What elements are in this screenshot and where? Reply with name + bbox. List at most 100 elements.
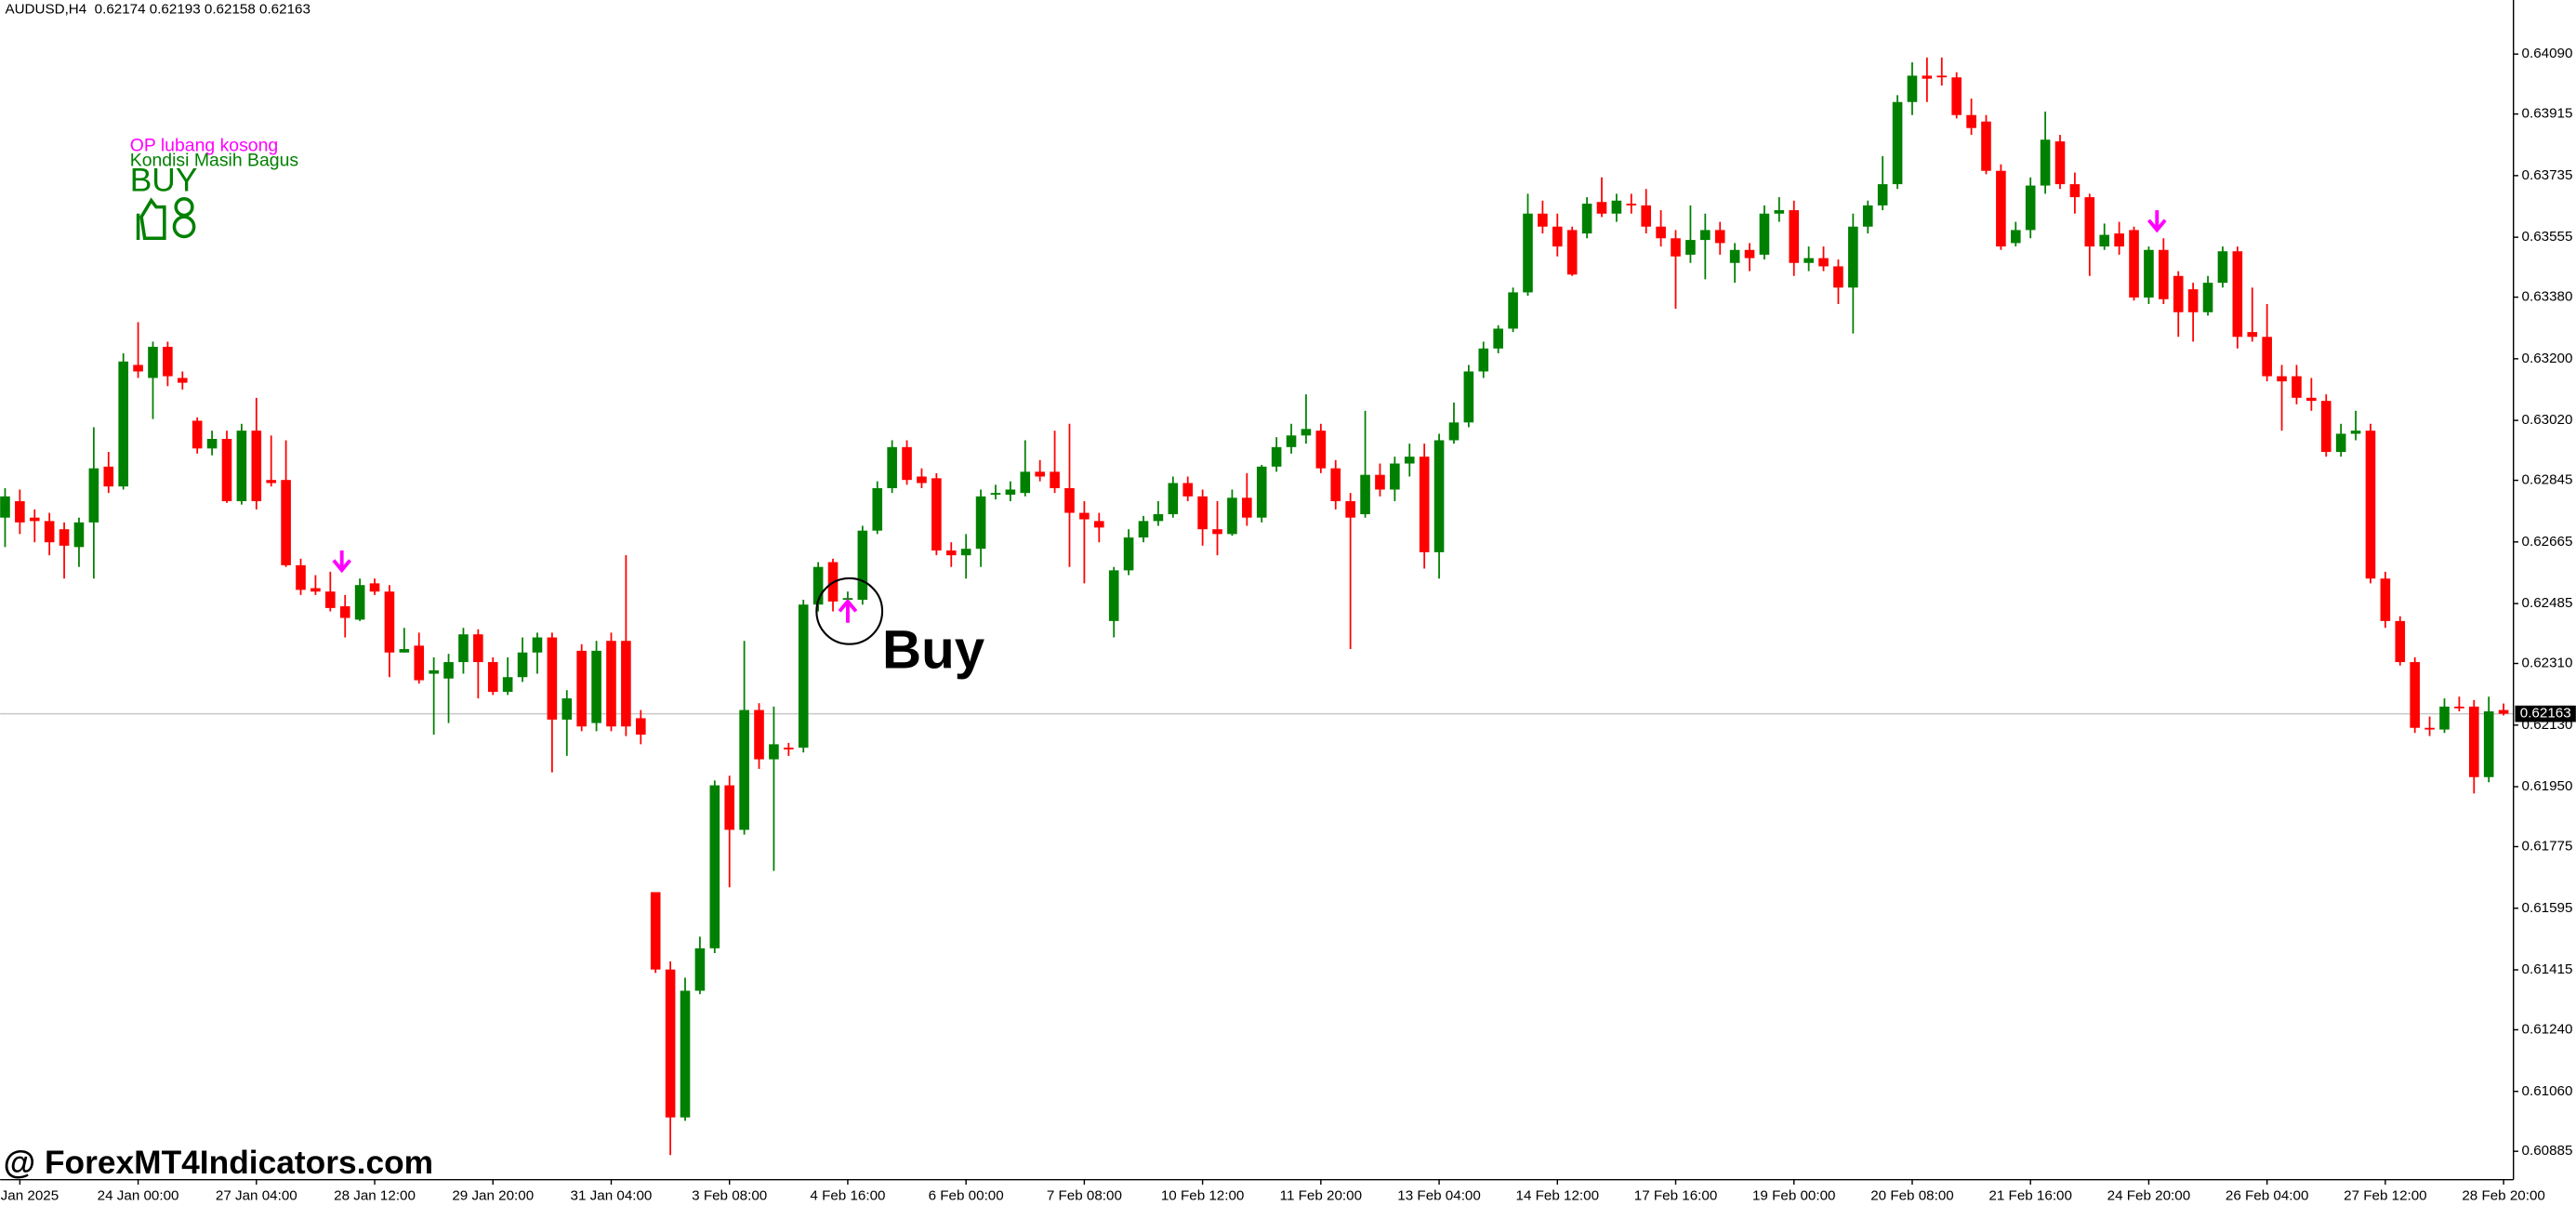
y-tick-label: 0.62310 [2522, 656, 2573, 671]
candle-body [1729, 249, 1740, 263]
candle-body [1227, 497, 1237, 535]
candle-body [1286, 435, 1297, 447]
candle-body [2380, 578, 2391, 621]
candle-body [1079, 512, 1090, 520]
candle-body [325, 591, 336, 608]
y-tick-label: 0.63915 [2522, 106, 2573, 122]
signal-circle [815, 576, 884, 645]
candle-body [2010, 230, 2021, 244]
candle-body [990, 493, 1001, 496]
candle-body [1714, 230, 1725, 244]
x-tick-label: 17 Feb 16:00 [1634, 1187, 1718, 1203]
candle-body [1538, 213, 1548, 227]
candle-body [1375, 474, 1385, 490]
candle-body [887, 446, 897, 489]
candle-body [1005, 489, 1016, 496]
x-tick-label: 4 Feb 16:00 [810, 1187, 885, 1203]
candle-body [1064, 488, 1075, 513]
candle-body [1433, 440, 1445, 552]
candle-body [2114, 233, 2124, 247]
y-tick-label: 0.62485 [2522, 595, 2573, 611]
candle-body [1360, 474, 1370, 514]
candle-body [784, 748, 794, 749]
candle-body [1892, 101, 1903, 185]
x-tick-label: 11 Feb 20:00 [1280, 1187, 1362, 1203]
candle-body [0, 496, 10, 518]
candle-body [2232, 251, 2243, 338]
candle-body [2410, 662, 2420, 728]
candle-body [1419, 457, 1430, 552]
candle-body [221, 438, 232, 502]
y-tick-label: 0.61595 [2522, 900, 2573, 916]
candle-body [1833, 266, 1843, 288]
candle-body [1818, 258, 1829, 267]
y-tick-label: 0.63380 [2522, 289, 2573, 305]
candle-body [73, 522, 85, 548]
candle-body [502, 677, 513, 693]
candle-body [399, 649, 410, 653]
y-tick-label: 0.60885 [2522, 1143, 2573, 1159]
candle-body [591, 650, 601, 723]
candle-body [1951, 77, 1962, 115]
candle-body [487, 662, 498, 693]
candle-body [2129, 230, 2139, 298]
candle-body [103, 466, 114, 487]
candle-body [1271, 446, 1282, 467]
x-tick-label: 13 Feb 04:00 [1397, 1187, 1481, 1203]
candle-body [384, 591, 395, 653]
candle-body [1448, 422, 1460, 441]
candle-body [1315, 431, 1327, 469]
candle-body [1936, 75, 1948, 78]
x-tick-label: 24 Jan 00:00 [98, 1187, 179, 1203]
x-tick-label: 7 Feb 08:00 [1047, 1187, 1122, 1203]
candle-body [1611, 200, 1622, 214]
candle-body [1508, 292, 1518, 329]
candle-body [576, 650, 587, 727]
chart-header: AUDUSD,H4 0.62174 0.62193 0.62158 0.6216… [5, 2, 310, 18]
candle-body [2099, 234, 2110, 247]
candle-body [650, 892, 661, 970]
candle-body [2424, 727, 2435, 730]
candle-body [133, 364, 143, 372]
candle-body [2468, 706, 2479, 777]
candle-body [1685, 240, 1696, 255]
candle-body [635, 718, 646, 736]
candle-body [1996, 170, 2006, 247]
candle-body [1922, 75, 1933, 79]
signal-arrows [332, 210, 2167, 623]
candle-body [163, 346, 173, 377]
candle-body [1404, 457, 1415, 464]
candle-body [473, 634, 483, 663]
candle-body [917, 476, 927, 484]
candle-body [1581, 204, 1592, 234]
x-tick-label: 6 Feb 00:00 [929, 1187, 1004, 1203]
candle-body [694, 948, 706, 991]
y-tick-label: 0.63555 [2522, 229, 2573, 245]
candle-body [2498, 709, 2509, 714]
watermark: @ ForexMT4Indicators.com [4, 1145, 433, 1181]
candle-body [1197, 496, 1208, 530]
candle-body [118, 361, 128, 487]
candle-body [812, 566, 824, 605]
candle-body [724, 785, 735, 830]
candle-body [754, 709, 764, 760]
candle-body [1656, 226, 1666, 239]
candle-body [1493, 328, 1503, 349]
x-tick-label: 20 Feb 08:00 [1870, 1187, 1954, 1203]
candle-body [547, 637, 558, 720]
candle-body [1463, 371, 1474, 423]
candle-body [517, 652, 528, 678]
annotation: OP lubang kosong [130, 135, 278, 155]
candle-body [1789, 210, 1800, 263]
candle-body [2159, 249, 2169, 299]
candle-body [44, 521, 55, 543]
candle-body [2217, 251, 2228, 284]
candle-body [354, 585, 365, 620]
y-tick-label: 0.61060 [2522, 1083, 2573, 1099]
candle-body [2483, 711, 2494, 777]
last-price-box [2515, 705, 2576, 722]
y-tick-label: 0.64090 [2522, 46, 2573, 61]
candle-body [1478, 348, 1489, 372]
sell-arrow [332, 550, 352, 574]
candle-body [1877, 184, 1888, 205]
